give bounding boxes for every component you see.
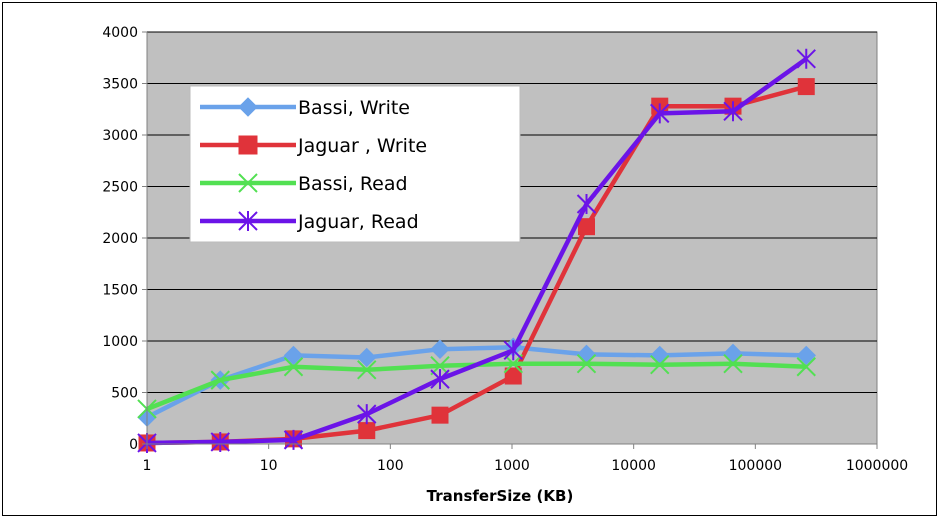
data-point: [650, 103, 670, 124]
data-point: [430, 339, 450, 359]
legend-item: Bassi, Write: [200, 97, 410, 119]
legend-swatch-marker: [238, 211, 258, 231]
data-point: [650, 354, 670, 375]
data-point: [576, 194, 597, 215]
legend-swatch-marker: [238, 173, 258, 193]
data-point: [357, 360, 377, 380]
data-point: [796, 345, 816, 366]
legend: Bassi, Write Jaguar , Write Bassi, Read Jag…: [189, 85, 521, 243]
y-tick-label: 1000: [102, 334, 138, 350]
series-4: [137, 48, 816, 453]
y-tick-label: 500: [111, 386, 138, 402]
data-point: [210, 370, 230, 390]
data-point: [283, 429, 304, 450]
series-line: [146, 56, 808, 446]
y-tick-label: 4000: [102, 25, 138, 41]
data-point: [283, 345, 304, 366]
data-point: [723, 353, 743, 374]
legend-swatch-marker: [238, 135, 258, 155]
data-point: [358, 422, 376, 440]
data-point: [283, 357, 304, 377]
x-axis-title: TransferSize (KB): [427, 487, 574, 505]
legend-item: Bassi, Read: [200, 173, 408, 195]
y-tick-label: 2000: [102, 231, 138, 247]
x-tick-label: 100: [377, 458, 404, 474]
x-tick-label: 1000000: [846, 458, 908, 474]
legend-label: Bassi, Write: [298, 97, 410, 119]
legend-label: Jaguar, Read: [297, 211, 419, 233]
axes: 0 500 1000 1500 2000 2500 3000 3500 4000 1 10 100 10…: [102, 25, 908, 474]
legend-swatch-marker: [238, 97, 258, 117]
data-point: [210, 431, 230, 452]
data-point: [431, 406, 449, 424]
data-point: [357, 404, 377, 425]
data-point: [578, 218, 596, 236]
series-layer: [137, 48, 816, 453]
y-tick-label: 1500: [102, 283, 138, 299]
x-tick-label: 1: [143, 458, 152, 474]
data-point: [796, 48, 816, 69]
x-tick-label: 1000: [494, 458, 530, 474]
x-tick-label: 10: [260, 458, 278, 474]
legend-label: Bassi, Read: [298, 173, 408, 195]
legend-label: Jaguar , Write: [297, 135, 427, 157]
y-tick-label: 3000: [102, 128, 138, 144]
y-tick-label: 0: [129, 437, 138, 453]
series-line: [145, 344, 807, 420]
data-point: [796, 357, 816, 377]
data-point: [503, 340, 523, 361]
data-point: [723, 101, 743, 122]
data-point: [357, 347, 377, 368]
x-tick-label: 10000: [611, 458, 656, 474]
y-tick-label: 3500: [102, 77, 138, 93]
y-tick-label: 2500: [102, 180, 138, 196]
data-point: [797, 78, 815, 96]
data-point: [576, 353, 597, 374]
data-point: [430, 369, 450, 390]
legend-item: Jaguar, Read: [200, 211, 419, 233]
legend-item: Jaguar , Write: [200, 135, 427, 157]
data-point: [504, 367, 522, 385]
x-tick-label: 100000: [729, 458, 782, 474]
